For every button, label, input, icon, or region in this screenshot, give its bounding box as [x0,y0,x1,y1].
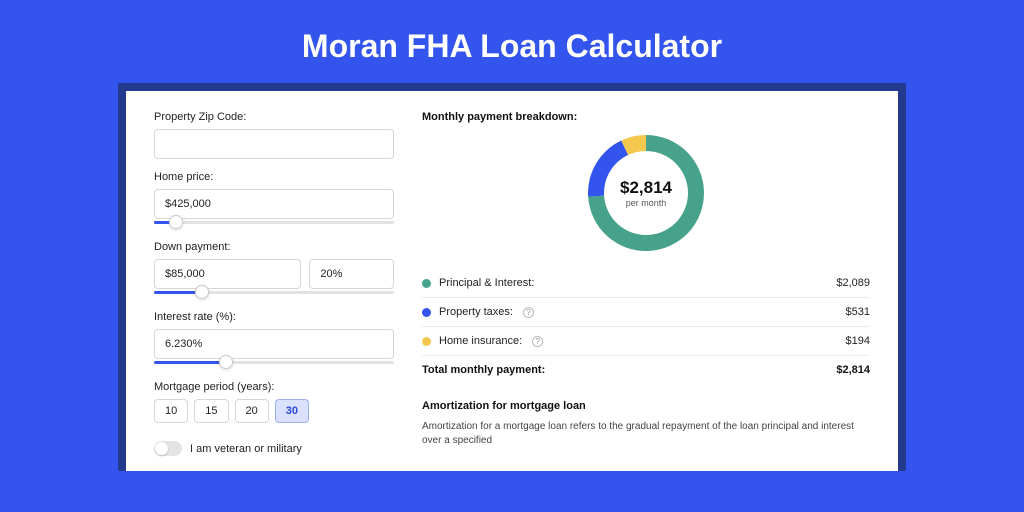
down-slider[interactable] [154,287,394,299]
help-icon[interactable]: ? [523,307,534,318]
period-option-30[interactable]: 30 [275,399,309,423]
donut-center: $2,814 per month [620,178,672,208]
legend-row: Principal & Interest: $2,089 [422,269,870,298]
legend-total-row: Total monthly payment: $2,814 [422,356,870,384]
page-title: Moran FHA Loan Calculator [0,0,1024,83]
down-label: Down payment: [154,241,394,253]
veteran-label: I am veteran or military [190,443,302,455]
legend-total-label: Total monthly payment: [422,364,545,376]
calculator-card: Property Zip Code: Home price: Down paym… [126,91,898,471]
calculator-card-frame: Property Zip Code: Home price: Down paym… [118,83,906,471]
price-label: Home price: [154,171,394,183]
period-options: 1015 2030 [154,399,394,423]
donut-chart: $2,814 per month [586,133,706,253]
donut-sub: per month [620,198,672,208]
form-column: Property Zip Code: Home price: Down paym… [154,111,394,451]
period-option-10[interactable]: 10 [154,399,188,423]
rate-label: Interest rate (%): [154,311,394,323]
legend-dot [422,279,431,288]
legend-total-value: $2,814 [836,364,870,376]
toggle-knob [155,442,168,455]
down-input[interactable] [154,259,301,289]
breakdown-column: Monthly payment breakdown: $2,814 per mo… [422,111,870,451]
help-icon[interactable]: ? [532,336,543,347]
donut-wrap: $2,814 per month [422,133,870,253]
legend-dot [422,308,431,317]
legend-value: $531 [846,306,870,318]
legend-value: $194 [846,335,870,347]
legend-value: $2,089 [836,277,870,289]
zip-input[interactable] [154,129,394,159]
legend-row: Property taxes:? $531 [422,298,870,327]
period-option-20[interactable]: 20 [235,399,269,423]
donut-value: $2,814 [620,178,672,198]
legend-label: Principal & Interest: [439,277,534,289]
price-slider[interactable] [154,217,394,229]
rate-input[interactable] [154,329,394,359]
amortization-heading: Amortization for mortgage loan [422,400,870,412]
legend-row: Home insurance:? $194 [422,327,870,356]
veteran-toggle[interactable] [154,441,182,456]
breakdown-heading: Monthly payment breakdown: [422,111,870,123]
amortization-body: Amortization for a mortgage loan refers … [422,420,870,448]
period-option-15[interactable]: 15 [194,399,228,423]
legend-label: Home insurance: [439,335,522,347]
period-label: Mortgage period (years): [154,381,394,393]
zip-label: Property Zip Code: [154,111,394,123]
rate-slider[interactable] [154,357,394,369]
legend-label: Property taxes: [439,306,513,318]
legend-dot [422,337,431,346]
price-input[interactable] [154,189,394,219]
down-pct-input[interactable] [309,259,394,289]
